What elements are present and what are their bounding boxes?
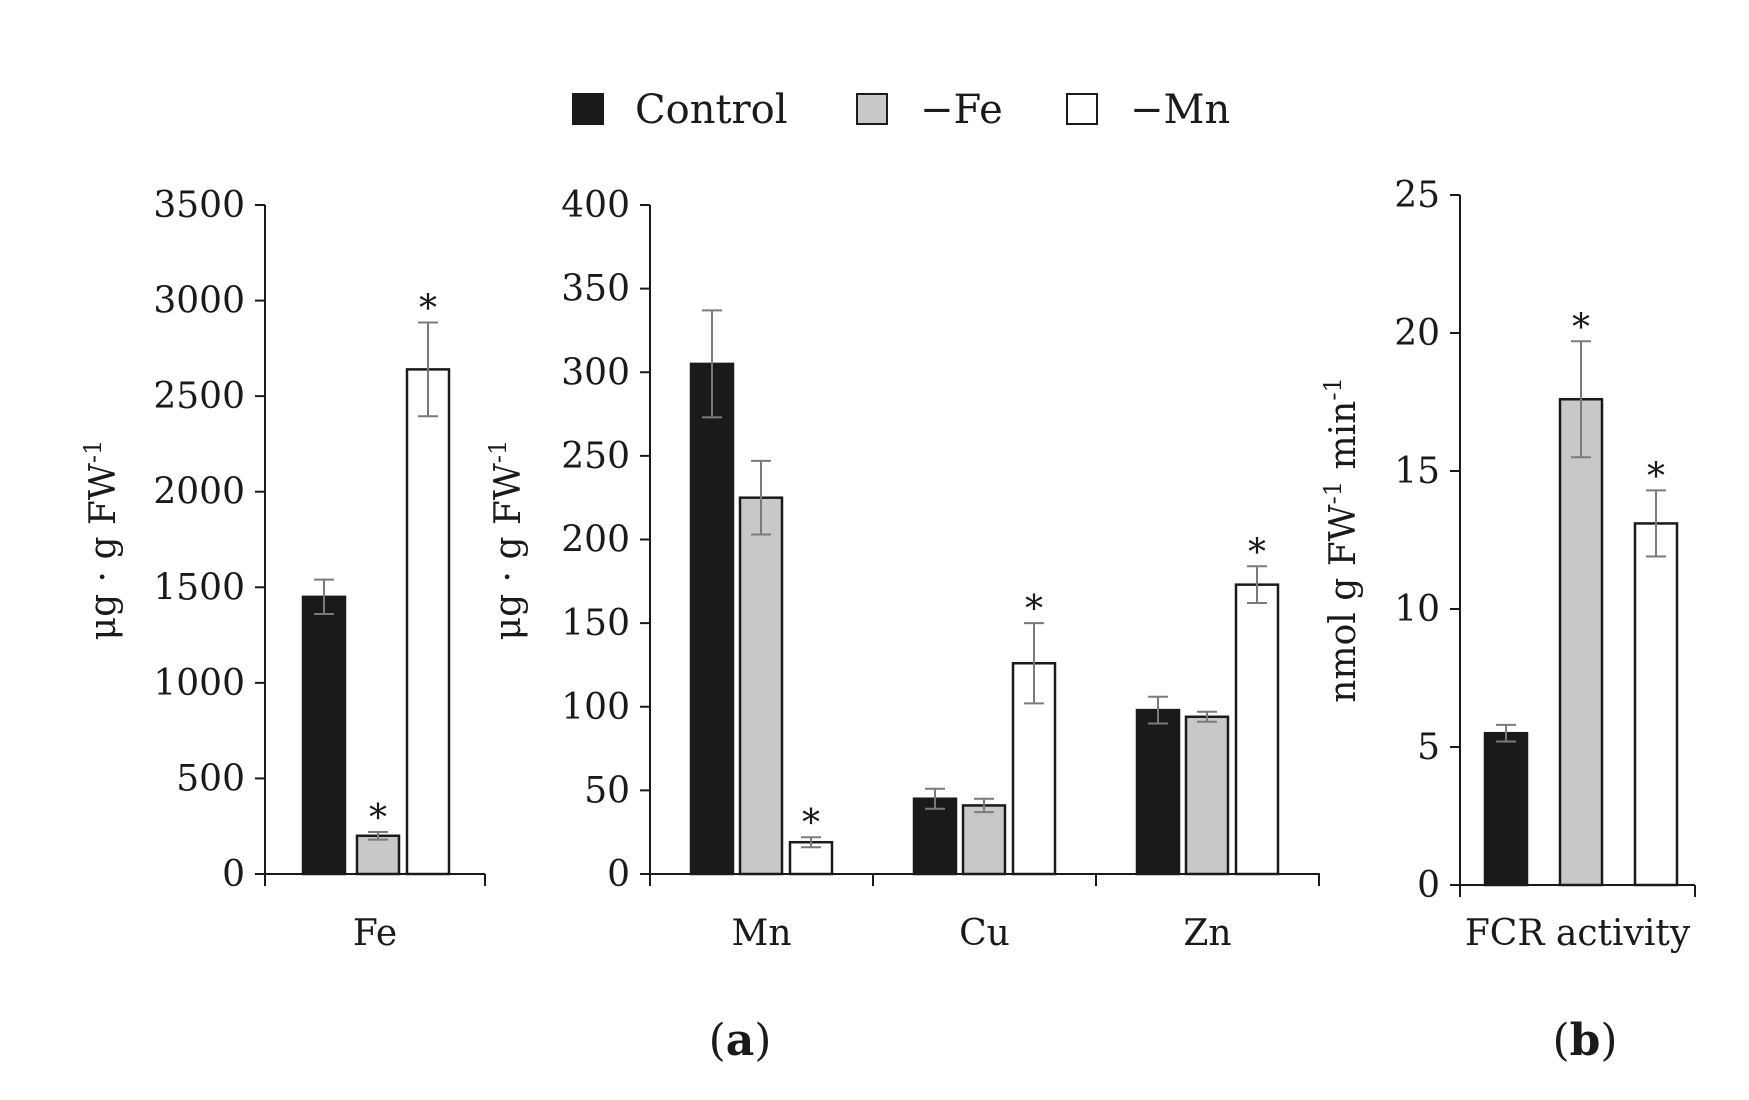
y-tick-label: 250 <box>561 436 630 477</box>
y-tick-label: 15 <box>1394 451 1440 492</box>
bar-minus-fe-zn <box>1184 715 1230 876</box>
y-tick-label: 5 <box>1417 727 1440 768</box>
y-tick-label: 10 <box>1394 589 1440 630</box>
legend-label-minus-mn: −Mn <box>1130 87 1230 133</box>
bar-minus-fe-mn <box>738 496 784 876</box>
legend-label-control: Control <box>635 87 788 133</box>
legend: Control −Fe −Mn <box>572 87 1230 133</box>
significance-marker: * <box>1025 589 1043 630</box>
y-tick-label: 100 <box>561 687 630 728</box>
y-tick-label: 0 <box>222 854 245 895</box>
y-tick-label: 3000 <box>153 281 245 322</box>
x-tick-label: FCR activity <box>1465 913 1691 954</box>
y-tick-label: 0 <box>607 854 630 895</box>
legend-swatch-minus-fe <box>856 93 888 125</box>
x-tick-label: Zn <box>1183 913 1231 954</box>
y-tick-label: 500 <box>176 758 245 799</box>
bar-control-fcr-activity <box>1483 731 1529 887</box>
y-axis-title: μg · g FW-1 <box>79 440 124 641</box>
bar-minus-fe-cu <box>961 804 1007 876</box>
y-tick-label: 0 <box>1417 865 1440 906</box>
y-tick-label: 350 <box>561 269 630 310</box>
legend-label-minus-fe: −Fe <box>920 87 1003 133</box>
y-axis-title: nmol g FW-1 min-1 <box>1319 377 1364 702</box>
legend-item-minus-fe: −Fe <box>856 87 1003 133</box>
x-tick-label: Mn <box>731 913 791 954</box>
y-tick-label: 1000 <box>153 663 245 704</box>
significance-marker: * <box>802 803 820 844</box>
bar-control-mn <box>689 362 735 876</box>
significance-marker: * <box>419 289 437 330</box>
y-tick-label: 2000 <box>153 472 245 513</box>
bar-minus-fe-fe <box>355 834 401 876</box>
x-tick-label: Cu <box>959 913 1010 954</box>
chart-fe: 0 500 1000 1500 2000 2500 3000 3500 μg · g FW-1 F… <box>79 185 486 954</box>
significance-marker: * <box>369 798 387 839</box>
panel-label-b: (b) <box>1552 1015 1617 1066</box>
y-tick-label: 3500 <box>153 185 245 226</box>
bar-minus-fe-fcr-activity <box>1558 397 1604 887</box>
legend-swatch-minus-mn <box>1066 93 1098 125</box>
y-tick-label: 400 <box>561 185 630 226</box>
bar-control-zn <box>1135 708 1181 876</box>
significance-marker: * <box>1647 456 1665 497</box>
bar-control-cu <box>912 797 958 876</box>
significance-marker: * <box>1248 532 1266 573</box>
y-axis-title: μg · g FW-1 <box>484 440 529 641</box>
legend-item-minus-mn: −Mn <box>1066 87 1230 133</box>
legend-item-control: Control <box>572 87 788 133</box>
y-tick-label: 50 <box>584 770 630 811</box>
significance-marker: * <box>1572 307 1590 348</box>
y-tick-label: 20 <box>1394 313 1440 354</box>
chart-micronutrients: 0 50 100 150 200 250 300 350 400 μg · g FW-1 Mn * Cu… <box>484 185 1320 954</box>
x-tick-label: Fe <box>353 913 397 954</box>
y-tick-label: 200 <box>561 520 630 561</box>
y-tick-label: 2500 <box>153 376 245 417</box>
bar-minus-mn-fcr-activity <box>1633 522 1679 887</box>
y-tick-label: 300 <box>561 352 630 393</box>
legend-swatch-control <box>572 93 604 125</box>
bar-minus-mn-zn <box>1234 583 1280 876</box>
chart-fcr-activity: 0 5 10 15 20 25 nmol g FW-1 min-1 FCR activity *… <box>1319 175 1696 954</box>
y-tick-label: 25 <box>1394 175 1440 216</box>
y-tick-label: 1500 <box>153 567 245 608</box>
bar-minus-mn-fe <box>405 368 451 876</box>
panel-label-a: (a) <box>709 1015 772 1066</box>
y-tick-label: 150 <box>561 603 630 644</box>
bar-control-fe <box>301 595 347 876</box>
